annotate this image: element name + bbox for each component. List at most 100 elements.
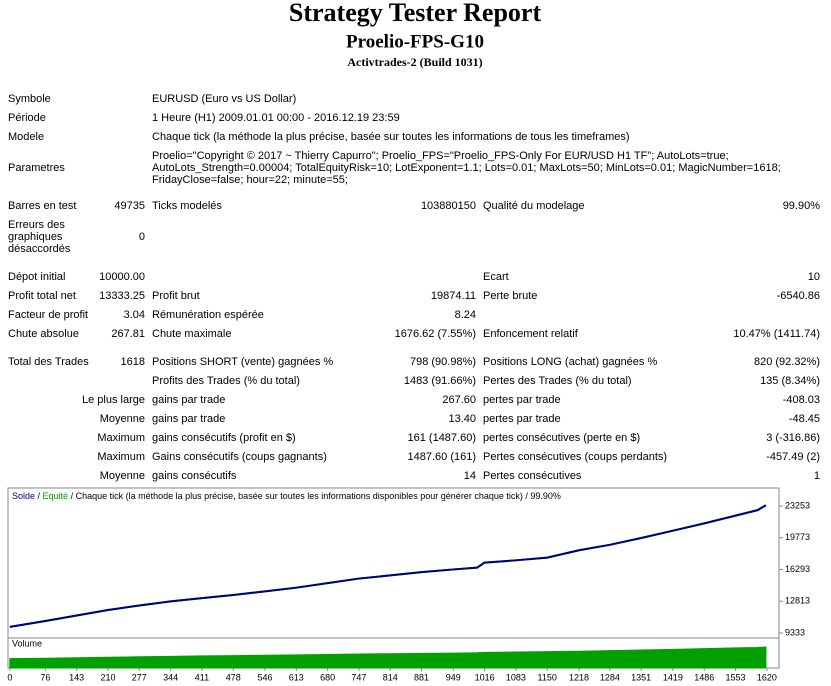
legend-text: /: [35, 491, 43, 501]
stat-label: désaccordés: [8, 243, 71, 255]
legend-text: Chaque tick (la méthode la plus précise,…: [76, 491, 561, 501]
x-tick-label: 1016: [475, 672, 495, 682]
stat-label: Total des Trades: [8, 356, 89, 368]
x-tick-label: 613: [289, 672, 304, 682]
stat-label: pertes par trade: [483, 413, 561, 425]
x-tick-label: 1218: [569, 672, 589, 682]
stat-label: Le plus large: [82, 394, 145, 406]
stat-value: -457.49 (2): [766, 451, 820, 463]
x-tick-label: 1553: [726, 672, 746, 682]
stat-label: Pertes consécutives: [483, 470, 582, 482]
chart-frame: [7, 487, 780, 639]
stat-value: 10000.00: [99, 271, 145, 283]
stat-label: pertes par trade: [483, 394, 561, 406]
stat-label: gains consécutifs: [152, 470, 237, 482]
stat-value: 10: [808, 271, 820, 283]
stat-value: 1487.60 (161): [408, 451, 477, 463]
stat-label: graphiques: [8, 231, 63, 243]
stat-value: 3 (-316.86): [766, 432, 820, 444]
info-label: Modele: [8, 131, 44, 143]
stat-label: Positions LONG (achat) gagnées %: [483, 356, 657, 368]
stat-value: 19874.11: [431, 290, 476, 302]
stat-label: Erreurs des: [8, 219, 65, 231]
stat-value: 49735: [114, 200, 145, 212]
stat-label: Profits des Trades (% du total): [152, 375, 300, 387]
stat-value: 103880150: [421, 200, 476, 212]
stat-value: 798 (90.98%): [410, 356, 476, 368]
stat-label: Profit total net: [8, 290, 76, 302]
stat-label: Ticks modelés: [152, 200, 222, 212]
stat-label: Moyenne: [100, 413, 145, 425]
info-value: Proelio="Copyright © 2017 ~ Thierry Capu…: [152, 150, 729, 162]
info-label: Symbole: [8, 93, 51, 105]
info-value: Chaque tick (la méthode la plus précise,…: [152, 131, 630, 143]
stat-label: gains par trade: [152, 413, 225, 425]
y-tick-label: 19773: [785, 532, 810, 542]
y-tick-label: 16293: [785, 564, 810, 574]
stat-label: Positions SHORT (vente) gagnées %: [152, 356, 333, 368]
stat-label: Chute absolue: [8, 328, 79, 340]
stat-value: 161 (1487.60): [408, 432, 477, 444]
info-value: AutoLots_Strength=0.00004; TotalEquityRi…: [152, 162, 781, 174]
stat-label: Enfoncement relatif: [483, 328, 579, 340]
stat-label: Maximum: [97, 451, 145, 463]
stat-label: gains consécutifs (profit en $): [152, 432, 296, 444]
x-tick-label: 1150: [538, 672, 557, 682]
stat-value: 820 (92.32%): [754, 356, 820, 368]
stat-label: Pertes des Trades (% du total): [483, 375, 632, 387]
x-tick-label: 0: [7, 672, 12, 682]
volume-area: [9, 646, 767, 669]
x-tick-label: 1284: [600, 672, 620, 682]
x-tick-label: 680: [320, 672, 335, 682]
stat-label: Facteur de profit: [8, 309, 88, 321]
y-tick-label: 23253: [785, 500, 810, 510]
stat-value: 1: [814, 470, 820, 482]
info-value: EURUSD (Euro vs US Dollar): [152, 93, 296, 105]
stat-label: Qualité du modelage: [483, 200, 585, 212]
x-tick-label: 949: [446, 672, 461, 682]
stat-label: Pertes consécutives (coups perdants): [483, 451, 667, 463]
report-subtitle: Proelio-FPS-G10: [346, 31, 484, 52]
legend-text: Solde: [12, 491, 35, 501]
x-tick-label: 1351: [631, 672, 651, 682]
series-line: [9, 504, 767, 628]
stat-label: Gains consécutifs (coups gagnants): [152, 451, 327, 463]
x-tick-label: 1486: [694, 672, 714, 682]
chart-legend: Solde / Equité / Chaque tick (la méthode…: [12, 491, 561, 501]
y-tick-label: 12813: [785, 596, 810, 606]
stat-value: 1618: [121, 356, 145, 368]
x-tick-label: 344: [163, 672, 178, 682]
stat-value: 267.81: [111, 328, 145, 340]
info-value: 1 Heure (H1) 2009.01.01 00:00 - 2016.12.…: [152, 112, 400, 124]
stat-value: 99.90%: [783, 200, 821, 212]
x-tick-label: 1419: [663, 672, 683, 682]
info-value: FridayClose=false; hour=22; minute=55;: [152, 174, 348, 186]
x-tick-label: 277: [132, 672, 147, 682]
x-tick-label: 76: [40, 672, 50, 682]
stat-value: 0: [139, 231, 145, 243]
x-tick-label: 1083: [506, 672, 526, 682]
report-title: Strategy Tester Report: [289, 0, 542, 27]
stat-label: Maximum: [97, 432, 145, 444]
stat-value: 3.04: [124, 309, 145, 321]
stat-value: 267.60: [442, 394, 476, 406]
legend-text: /: [68, 491, 76, 501]
stat-label: Rémunération espérée: [152, 309, 264, 321]
stat-value: -408.03: [783, 394, 820, 406]
server-name: Activtrades-2 (Build 1031): [347, 55, 482, 69]
stat-value: 13333.25: [99, 290, 145, 302]
stat-value: 14: [464, 470, 476, 482]
stat-label: Perte brute: [483, 290, 537, 302]
volume-label: Volume: [12, 638, 42, 648]
stat-value: 8.24: [455, 309, 476, 321]
stat-label: Profit brut: [152, 290, 200, 302]
stat-label: gains par trade: [152, 394, 225, 406]
info-label: Parametres: [8, 162, 65, 174]
stat-value: 10.47% (1411.74): [733, 328, 820, 340]
stat-label: Dépot initial: [8, 271, 65, 283]
x-tick-label: 546: [257, 672, 272, 682]
stat-value: 13.40: [448, 413, 476, 425]
stat-label: Moyenne: [100, 470, 145, 482]
stat-value: -6540.86: [777, 290, 820, 302]
